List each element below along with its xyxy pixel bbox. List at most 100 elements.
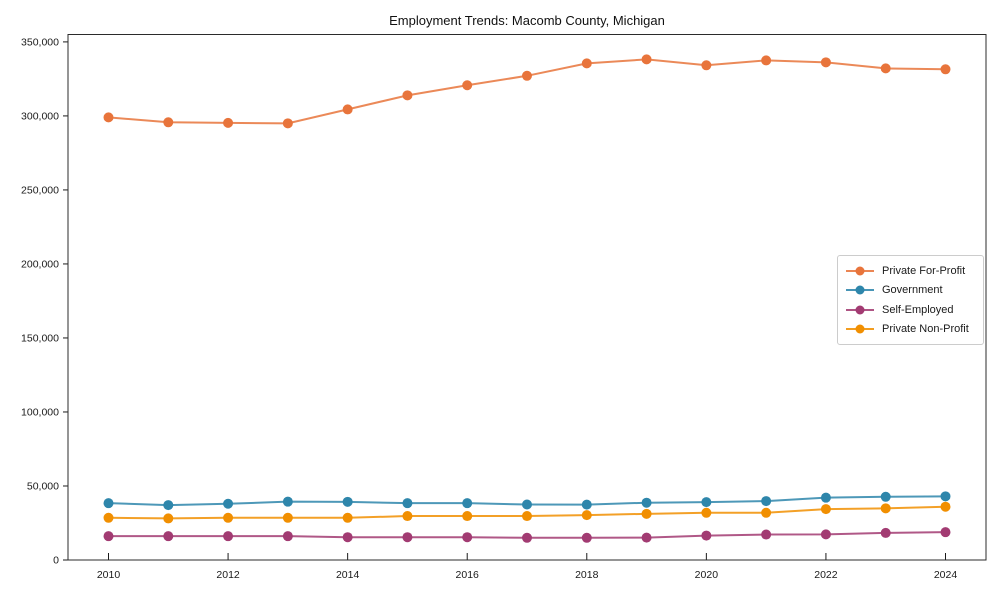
data-point	[342, 496, 353, 507]
data-point	[701, 507, 712, 518]
series-private-for-profit	[103, 54, 951, 129]
data-point	[342, 532, 353, 543]
data-point	[223, 531, 234, 542]
data-point	[522, 70, 532, 81]
data-point	[581, 58, 592, 69]
y-axis: 0 50,000 100,000 150,000 200,000 250,000 300,0…	[21, 37, 68, 567]
series-government	[103, 491, 951, 511]
legend-dot	[855, 285, 865, 295]
y-tick-label: 100,000	[21, 407, 59, 419]
data-point	[820, 504, 831, 515]
data-point	[103, 531, 114, 542]
x-tick-label: 2012	[216, 569, 240, 581]
legend-marker-government	[846, 285, 874, 295]
data-point	[342, 512, 353, 523]
series-line	[108, 58, 946, 125]
data-point	[462, 498, 473, 509]
data-point	[940, 501, 951, 512]
data-point	[462, 532, 473, 543]
y-tick-label: 350,000	[21, 37, 59, 49]
legend-dot	[855, 324, 865, 334]
legend-item-private-non-profit: Private Non-Profit	[845, 323, 977, 335]
x-tick-label: 2020	[695, 569, 719, 581]
data-point	[522, 532, 532, 543]
data-point	[581, 510, 592, 521]
legend-marker-self-employed	[846, 305, 874, 315]
data-point	[103, 112, 114, 123]
plot-frame	[67, 34, 987, 561]
legend-label: Government	[882, 284, 943, 297]
x-tick-label: 2014	[336, 569, 360, 581]
x-tick-label: 2022	[814, 569, 838, 581]
legend-dot	[855, 266, 865, 276]
data-point	[701, 60, 712, 71]
data-point	[402, 532, 413, 543]
data-point	[163, 500, 174, 511]
y-tick-label: 200,000	[21, 259, 59, 271]
data-point	[402, 90, 413, 101]
data-point	[641, 508, 652, 519]
data-point	[282, 512, 293, 523]
data-point	[940, 64, 951, 75]
legend-label: Private Non-Profit	[882, 323, 969, 336]
data-point	[342, 104, 353, 115]
legend-marker-private-for-profit	[846, 266, 874, 276]
x-tick-label: 2016	[456, 569, 480, 581]
legend-item-private-for-profit: Private For-Profit	[845, 265, 977, 277]
data-point	[163, 531, 174, 542]
data-point	[940, 527, 951, 538]
data-point	[223, 512, 234, 523]
data-point	[820, 529, 831, 540]
legend-item-government: Government	[845, 284, 977, 296]
data-point	[701, 497, 712, 508]
data-point	[402, 511, 413, 522]
data-point	[820, 492, 831, 503]
legend: Private For-Profit Government Self-Employe…	[837, 255, 984, 345]
legend-label: Self-Employed	[882, 303, 954, 316]
data-point	[103, 498, 114, 509]
series-private-non-profit	[103, 501, 951, 524]
data-point	[223, 117, 234, 128]
data-point	[641, 532, 652, 543]
data-point	[761, 55, 772, 66]
data-point	[163, 117, 174, 128]
data-point	[761, 529, 772, 540]
chart-title: Employment Trends: Macomb County, Michig…	[389, 13, 665, 28]
data-point	[581, 499, 592, 510]
data-point	[522, 511, 532, 522]
y-tick-label: 150,000	[21, 333, 59, 345]
data-point	[402, 498, 413, 509]
data-point	[282, 118, 293, 129]
y-tick-label: 0	[53, 555, 59, 567]
data-point	[641, 54, 652, 65]
data-point	[761, 507, 772, 518]
series-self-employed	[103, 527, 951, 543]
data-point	[163, 513, 174, 524]
legend-item-self-employed: Self-Employed	[845, 304, 977, 316]
data-point	[880, 63, 891, 74]
data-point	[103, 512, 114, 523]
data-point	[462, 80, 473, 91]
data-point	[880, 503, 891, 514]
data-point	[880, 527, 891, 538]
data-point	[940, 491, 951, 502]
y-tick-label: 50,000	[27, 481, 59, 493]
data-point	[462, 511, 473, 522]
data-point	[761, 496, 772, 507]
y-tick-label: 300,000	[21, 111, 59, 123]
y-tick-label: 250,000	[21, 185, 59, 197]
x-tick-label: 2010	[97, 569, 121, 581]
x-axis: 2010 2012 2014 2016 2018 2020 2022 2024	[97, 553, 958, 581]
data-point	[282, 496, 293, 507]
legend-marker-private-non-profit	[846, 324, 874, 334]
data-point	[701, 530, 712, 541]
legend-label: Private For-Profit	[882, 264, 966, 277]
x-tick-label: 2024	[934, 569, 958, 581]
data-point	[282, 531, 293, 542]
data-point	[880, 491, 891, 502]
data-point	[223, 498, 234, 509]
data-point	[820, 57, 831, 68]
data-point	[581, 532, 592, 543]
